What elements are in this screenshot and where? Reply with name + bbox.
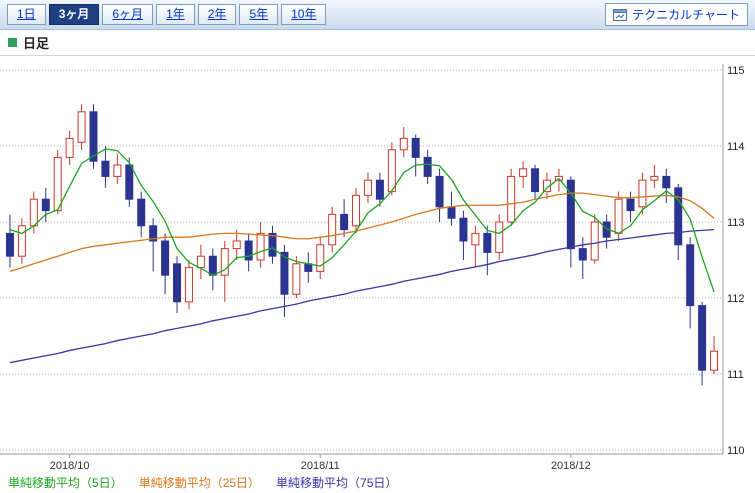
candle-up <box>17 225 26 257</box>
candle-down <box>483 232 492 253</box>
candle-up <box>184 267 193 303</box>
candle-down <box>626 198 635 212</box>
candle-up <box>65 137 74 158</box>
tab-10years[interactable]: 10年 <box>281 4 327 25</box>
y-axis-label: 111 <box>727 369 744 381</box>
candle-down <box>447 206 456 219</box>
candle-down <box>5 232 14 257</box>
technical-chart-icon <box>613 8 628 21</box>
tab-6months[interactable]: 6ヶ月 <box>102 4 154 25</box>
legend-sma5: 単純移動平均（5日） <box>8 475 123 490</box>
candle-up <box>387 149 396 193</box>
candle-down <box>578 248 587 261</box>
candle-down <box>125 164 134 200</box>
x-axis-label: 2018/11 <box>301 460 340 471</box>
candle-up <box>710 350 719 371</box>
candle-up <box>399 137 408 151</box>
candle-up <box>363 179 372 196</box>
candle-down <box>698 305 707 371</box>
tab-1day[interactable]: 1日 <box>7 4 46 25</box>
candle-up <box>29 198 38 227</box>
candle-up <box>232 240 241 250</box>
candle-down <box>161 240 170 276</box>
y-axis-label: 115 <box>727 65 745 77</box>
candle-down <box>137 198 146 227</box>
candle-down <box>566 179 575 250</box>
tab-1year[interactable]: 1年 <box>156 4 195 25</box>
candle-down <box>435 175 444 208</box>
candle-down <box>531 168 540 193</box>
chart-title: 日足 <box>23 36 50 51</box>
candle-down <box>411 137 420 158</box>
candle-down <box>173 263 182 303</box>
candle-down <box>101 160 110 177</box>
candle-up <box>471 232 480 246</box>
candle-down <box>268 232 277 257</box>
candle-down <box>208 255 217 276</box>
chart-area: 115 114 113 112 111 110 2018/10 2018/11 2018/12 <box>0 56 755 472</box>
candle-down <box>662 175 671 189</box>
sma75-line <box>9 228 715 364</box>
candle-up <box>77 111 86 143</box>
candle-up <box>328 213 337 246</box>
tab-3months[interactable]: 3ヶ月 <box>48 4 100 25</box>
candle-up <box>53 156 62 212</box>
candle-up <box>507 175 516 223</box>
legend-sma25: 単純移動平均（25日） <box>138 475 261 490</box>
technical-chart-button[interactable]: テクニカルチャート <box>605 3 748 26</box>
candle-up <box>614 198 623 234</box>
technical-chart-label: テクニカルチャート <box>632 8 740 22</box>
candle-down <box>375 179 384 200</box>
candlestick-chart: 115 114 113 112 111 110 2018/10 2018/11 2018/12 <box>0 64 745 472</box>
candle-down <box>89 111 98 162</box>
sma5-line <box>9 148 715 293</box>
chart-legend: 単純移動平均（5日） 単純移動平均（25日） 単純移動平均（75日） <box>0 471 755 493</box>
sma25-line <box>9 192 715 273</box>
y-axis-label: 110 <box>727 445 745 457</box>
legend-sma75: 単純移動平均（75日） <box>276 475 398 490</box>
x-axis-label: 2018/12 <box>551 460 591 471</box>
candle-down <box>674 187 683 246</box>
candle-down <box>340 213 349 231</box>
period-toolbar: 1日 3ヶ月 6ヶ月 1年 2年 5年 10年 テクニカルチャート <box>0 0 755 30</box>
y-axis-label: 114 <box>727 141 745 153</box>
candle-down <box>149 225 158 242</box>
candle-up <box>495 221 504 253</box>
candle-down <box>280 251 289 295</box>
candle-up <box>519 168 528 177</box>
candle-down <box>686 244 695 307</box>
candle-up <box>590 221 599 261</box>
tab-5years[interactable]: 5年 <box>239 4 279 25</box>
candle-up <box>650 175 659 181</box>
period-tabs: 1日 3ヶ月 6ヶ月 1年 2年 5年 10年 <box>7 4 327 25</box>
candle-up <box>316 244 325 272</box>
candle-up <box>256 232 265 261</box>
y-axis-label: 113 <box>727 217 745 229</box>
candle-up <box>196 255 205 269</box>
y-axis-label: 112 <box>727 293 745 305</box>
green-square-icon <box>8 38 17 47</box>
tab-2years[interactable]: 2年 <box>197 4 237 25</box>
candle-up <box>113 164 122 177</box>
chart-title-row: 日足 <box>0 30 755 56</box>
candle-down <box>41 198 50 212</box>
candle-down <box>423 156 432 177</box>
candle-up <box>638 179 647 208</box>
candle-down <box>304 263 313 272</box>
candle-down <box>459 217 468 242</box>
candle-up <box>352 194 361 227</box>
x-axis-label: 2018/10 <box>50 460 90 471</box>
candle-up <box>292 263 301 295</box>
candle-down <box>244 240 253 261</box>
candle-up <box>220 248 229 276</box>
